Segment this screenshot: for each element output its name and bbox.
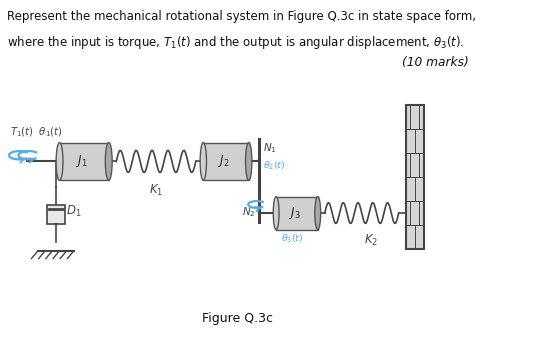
Text: $N_2$: $N_2$ xyxy=(242,205,255,219)
Bar xyxy=(276,196,318,230)
Bar xyxy=(47,205,65,224)
Text: $J_3$: $J_3$ xyxy=(289,205,301,221)
Text: $\theta_2(t)$: $\theta_2(t)$ xyxy=(263,160,286,172)
Bar xyxy=(203,143,249,180)
Text: where the input is torque, $T_1(t)$ and the output is angular displacement, $\th: where the input is torque, $T_1(t)$ and … xyxy=(7,34,464,51)
Text: $J_1$: $J_1$ xyxy=(76,153,88,169)
Ellipse shape xyxy=(200,143,207,180)
Text: $K_2$: $K_2$ xyxy=(364,233,378,248)
Text: Represent the mechanical rotational system in Figure Q.3c in state space form,: Represent the mechanical rotational syst… xyxy=(7,10,476,23)
Text: $K_1$: $K_1$ xyxy=(149,183,163,198)
Text: (10 marks): (10 marks) xyxy=(402,57,469,69)
Text: $T_1(t)$  $\theta_1(t)$: $T_1(t)$ $\theta_1(t)$ xyxy=(10,126,63,139)
Ellipse shape xyxy=(315,196,320,230)
Bar xyxy=(406,105,424,249)
Text: $N_1$: $N_1$ xyxy=(263,141,277,155)
Text: $J_2$: $J_2$ xyxy=(218,153,230,169)
Text: $D_1$: $D_1$ xyxy=(66,204,82,219)
Ellipse shape xyxy=(56,143,63,180)
Bar xyxy=(59,143,109,180)
Text: Figure Q.3c: Figure Q.3c xyxy=(202,312,273,325)
Ellipse shape xyxy=(273,196,279,230)
Ellipse shape xyxy=(105,143,112,180)
Ellipse shape xyxy=(246,143,252,180)
Text: $\theta_3(t)$: $\theta_3(t)$ xyxy=(281,232,303,245)
